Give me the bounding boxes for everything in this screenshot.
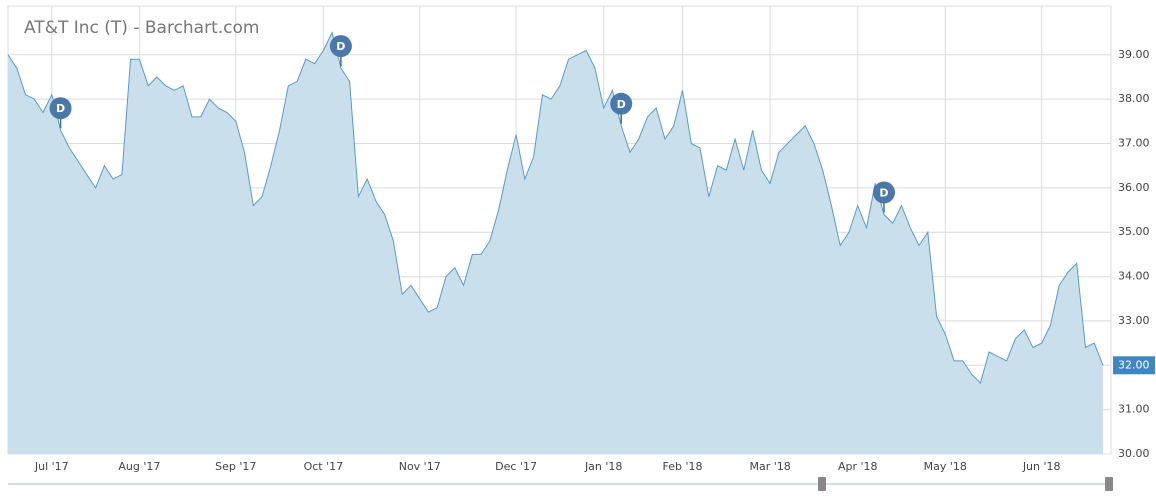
- chart-title: AT&T Inc (T) - Barchart.com: [24, 18, 259, 38]
- dividend-label: D: [56, 102, 65, 115]
- y-tick-label: 38.00: [1118, 92, 1150, 105]
- x-tick-label: May '18: [924, 460, 967, 473]
- navigator-handle[interactable]: [818, 477, 826, 491]
- x-tick-label: Sep '17: [215, 460, 256, 473]
- x-tick-label: Mar '18: [749, 460, 790, 473]
- x-tick-label: Nov '17: [399, 460, 441, 473]
- x-tick-label: Jun '18: [1022, 460, 1061, 473]
- y-tick-label: 35.00: [1118, 225, 1150, 238]
- x-tick-label: Jul '17: [34, 460, 69, 473]
- y-tick-label: 39.00: [1118, 48, 1150, 61]
- current-price-label: 32.00: [1118, 358, 1150, 371]
- y-tick-label: 34.00: [1118, 270, 1150, 283]
- y-tick-label: 36.00: [1118, 181, 1150, 194]
- y-tick-label: 37.00: [1118, 137, 1150, 150]
- x-tick-label: Oct '17: [304, 460, 344, 473]
- dividend-marker: [873, 181, 895, 204]
- dividend-marker: [610, 92, 633, 115]
- x-tick-label: Apr '18: [838, 460, 878, 473]
- x-tick-label: Aug '17: [118, 460, 160, 473]
- y-tick-label: 31.00: [1118, 403, 1150, 416]
- series: [7, 31, 1104, 454]
- y-tick-label: 30.00: [1118, 447, 1150, 460]
- x-tick-label: Feb '18: [663, 460, 703, 473]
- x-tick-label: Dec '17: [495, 460, 537, 473]
- navigator-handle[interactable]: [1105, 477, 1113, 491]
- line: [7, 31, 1104, 384]
- dividend-label: D: [879, 186, 888, 199]
- current-price-box: [1113, 356, 1155, 375]
- dividend-label: D: [617, 98, 626, 111]
- area: [8, 32, 1103, 454]
- dividend-marker: [49, 97, 72, 120]
- y-tick-label: 33.00: [1118, 314, 1150, 327]
- dividend-label: D: [336, 40, 345, 53]
- x-tick-label: Jan '18: [584, 460, 622, 473]
- dividend-marker: [329, 35, 352, 58]
